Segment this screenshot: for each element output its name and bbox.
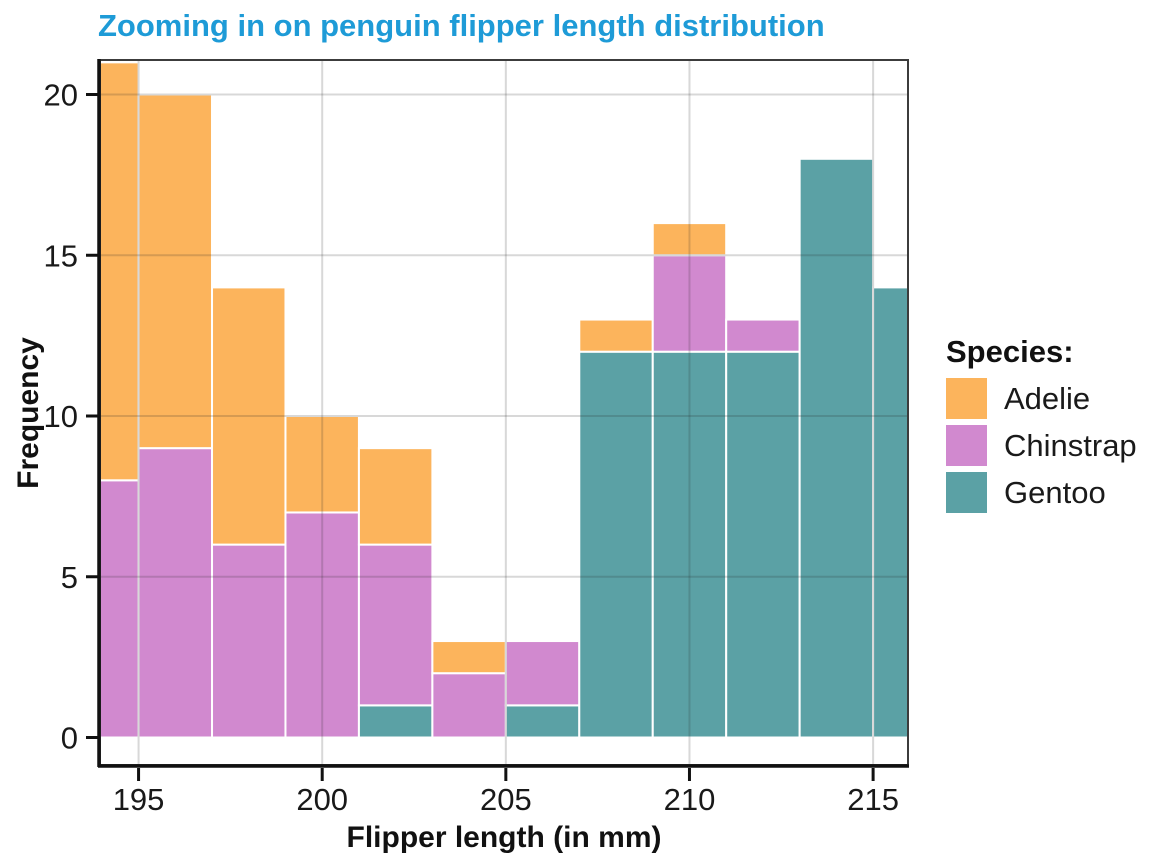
x-tick-label: 210 [664,782,716,817]
y-axis-label: Frequency [12,337,45,489]
bar-segment-adelie [99,61,140,482]
bar-segment-chinstrap [357,543,434,707]
bar-segment-adelie [431,640,507,675]
bar-segment-chinstrap [431,672,507,739]
x-tick-label: 200 [296,782,348,817]
bar-segment-adelie [211,286,287,546]
legend: Species: Adelie Chinstrap Gentoo [946,334,1152,519]
bar-segment-adelie [357,447,434,546]
x-tick-label: 205 [480,782,532,817]
bar-segment-chinstrap [137,447,214,739]
bar-segment-gentoo [725,350,801,739]
y-tick-label: 10 [44,399,78,434]
adelie-swatch [946,378,987,419]
x-tick-label: 195 [113,782,165,817]
x-axis-label: Flipper length (in mm) [347,821,662,854]
x-tick-label: 215 [847,782,899,817]
chart-title: Zooming in on penguin flipper length dis… [98,8,825,43]
bar-segment-gentoo [504,704,581,739]
bar-segment-chinstrap [504,640,581,707]
legend-title: Species: [946,334,1074,369]
bar-segment-gentoo [872,286,909,739]
legend-item-adelie: Adelie [946,378,1152,419]
legend-item-gentoo: Gentoo [946,472,1152,513]
legend-label: Adelie [1004,380,1091,416]
gentoo-swatch [946,472,987,513]
y-tick-label: 15 [44,238,78,273]
bar-segment-chinstrap [284,511,360,739]
bar-segment-gentoo [798,157,875,739]
bar-segment-chinstrap [211,543,287,739]
legend-label: Chinstrap [1004,427,1137,463]
bar-segment-gentoo [578,350,654,739]
bar-segment-chinstrap [99,479,140,739]
y-tick-label: 0 [61,721,78,756]
y-tick-label: 20 [44,78,78,113]
bar-segment-gentoo [357,704,434,739]
y-tick-label: 5 [61,560,78,595]
bar-segment-adelie [137,93,214,450]
bar-segment-adelie [578,318,654,353]
bar-segment-chinstrap [651,254,728,353]
chinstrap-swatch [946,425,987,466]
plot-panel: 0 5 10 15 20 195 200 205 210 215 [44,59,909,817]
bar-segment-adelie [284,415,360,514]
legend-item-chinstrap: Chinstrap [946,425,1152,466]
bar-segment-adelie [651,222,728,257]
legend-label: Gentoo [1004,474,1106,510]
bar-segment-chinstrap [725,318,801,353]
